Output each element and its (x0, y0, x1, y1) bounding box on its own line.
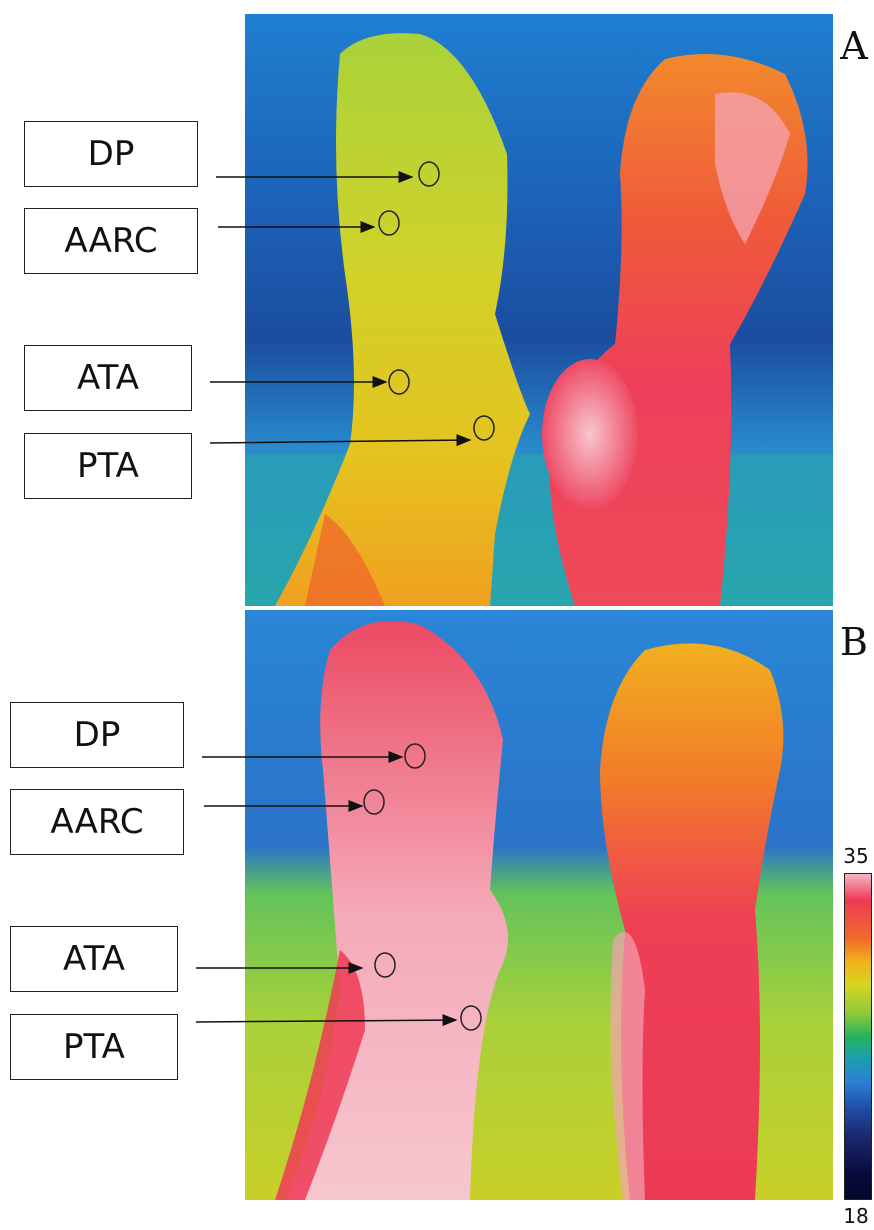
arrow-pta-a (209, 434, 472, 447)
thermal-image-b (245, 610, 833, 1200)
arrow-pta-b (195, 1014, 458, 1027)
label-ata-b: ATA (10, 926, 178, 992)
label-aarc-b: AARC (10, 789, 184, 855)
label-dp-b: DP (10, 702, 184, 768)
panel-letter-b: B (840, 620, 868, 664)
colorbar-min-label: 18 (843, 1204, 869, 1228)
label-pta-b: PTA (10, 1014, 178, 1080)
label-aarc-a: AARC (24, 208, 198, 274)
label-dp-a: DP (24, 121, 198, 187)
thermal-image-a (245, 14, 833, 606)
label-ata-a: ATA (24, 345, 192, 411)
colorbar-max-label: 35 (843, 844, 869, 868)
label-pta-a: PTA (24, 433, 192, 499)
temperature-colorbar (844, 873, 872, 1200)
panel-letter-a: A (840, 24, 868, 68)
